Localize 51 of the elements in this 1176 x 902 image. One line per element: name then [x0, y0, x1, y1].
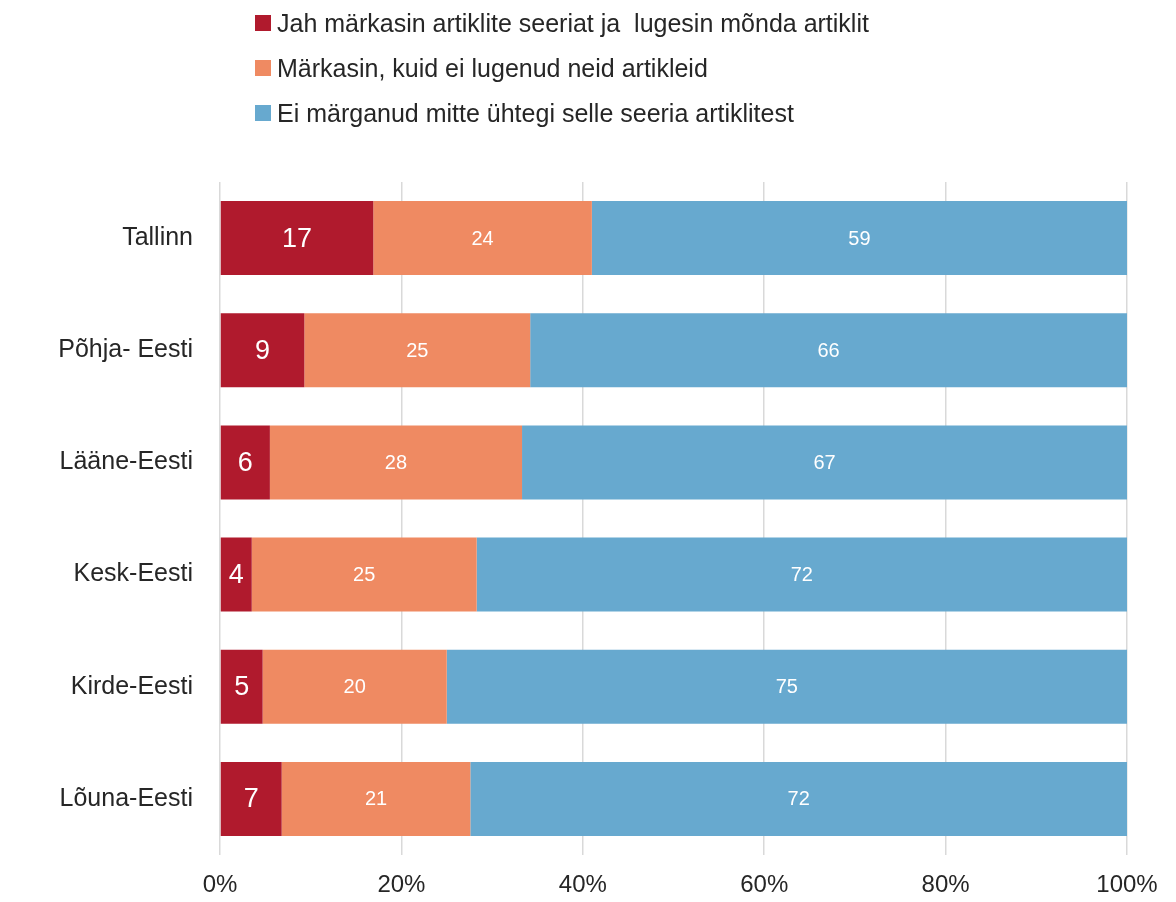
y-tick-label: Kirde-Eesti: [70, 670, 193, 699]
x-tick-label: 100%: [1096, 870, 1158, 898]
bar: [281, 761, 471, 836]
x-tick-label: 60%: [740, 870, 789, 898]
data-label: 25: [353, 563, 376, 586]
x-tick-label: 80%: [921, 870, 970, 898]
x-tick-label: 40%: [558, 870, 607, 898]
data-label: 20: [343, 675, 366, 698]
bar: [220, 537, 252, 612]
legend-label: Märkasin, kuid ei lugenud neid artikleid: [277, 52, 708, 83]
data-label: 59: [848, 226, 871, 249]
bar: [269, 425, 523, 500]
legend-label: Ei märganud mitte ühtegi selle seeria artiklitest: [277, 97, 794, 128]
y-tick-label: Tallinn: [122, 221, 193, 250]
y-tick-label: Kesk-Eesti: [73, 558, 193, 587]
bar: [470, 761, 1127, 836]
data-label: 66: [817, 338, 840, 361]
data-label: 7: [243, 783, 259, 814]
bar: [220, 649, 263, 724]
data-label: 5: [234, 671, 250, 702]
data-label: 4: [228, 559, 244, 590]
y-tick-label: Põhja- Eesti: [58, 334, 193, 363]
data-label: 75: [775, 675, 798, 698]
bar: [522, 425, 1127, 500]
x-tick-label: 0%: [202, 870, 238, 898]
data-label: 17: [281, 222, 313, 253]
bar: [373, 201, 592, 276]
legend-label: Jah märkasin artiklite seeriat ja lugesin mõnda artiklit: [277, 7, 869, 38]
data-label: 67: [813, 450, 836, 473]
y-tick-label: Lõuna-Eesti: [59, 782, 193, 811]
bar: [251, 537, 477, 612]
bar: [304, 313, 531, 388]
bar: [476, 537, 1127, 612]
y-tick-label: Lääne-Eesti: [59, 446, 193, 475]
bar: [220, 313, 305, 388]
data-label: 28: [384, 450, 408, 473]
data-label: 25: [406, 338, 429, 361]
bar: [220, 761, 282, 836]
bar: [446, 649, 1127, 724]
bar: [591, 201, 1127, 276]
data-label: 72: [790, 563, 813, 586]
bar: [530, 313, 1127, 388]
x-tick-label: 20%: [377, 870, 426, 898]
bar: [220, 425, 270, 500]
data-label: 21: [364, 787, 388, 810]
data-label: 6: [237, 446, 253, 477]
data-label: 24: [471, 226, 494, 249]
bar: [220, 201, 374, 276]
data-label: 9: [255, 334, 271, 365]
data-label: 72: [787, 787, 810, 810]
bar: [262, 649, 447, 724]
